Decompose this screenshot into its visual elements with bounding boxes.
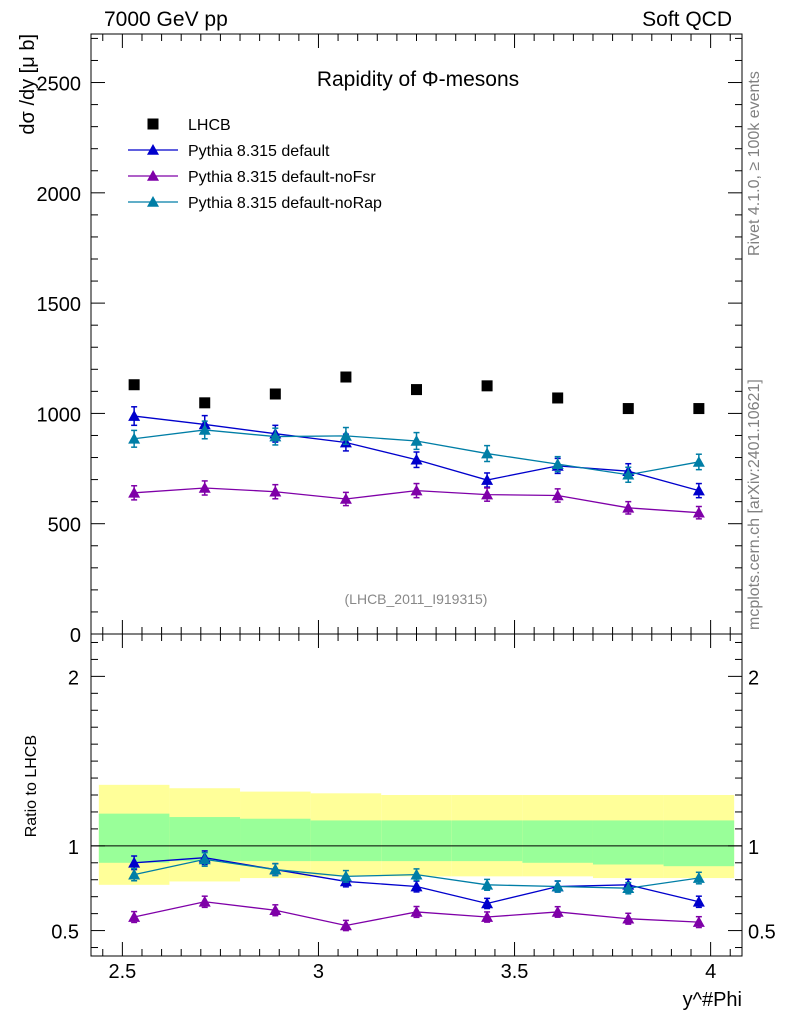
- data-point-pythia-8-315-default-nofsr: [692, 916, 705, 927]
- data-point-pythia-8-315-default-norap: [481, 447, 494, 459]
- data-point-pythia-8-315-default: [692, 895, 705, 907]
- data-point-pythia-8-315-default: [128, 410, 141, 421]
- y-axis-label-top: dσ /dy [μ b]: [17, 34, 39, 135]
- data-point-pythia-8-315-default-norap: [692, 872, 705, 883]
- uncertainty-band-green: [240, 818, 311, 862]
- data-point-pythia-8-315-default-nofsr: [692, 506, 705, 518]
- data-point-lhcb: [199, 397, 211, 409]
- data-point-pythia-8-315-default-nofsr: [481, 911, 494, 922]
- y-tick-label: 0: [70, 625, 81, 647]
- data-point-pythia-8-315-default-nofsr: [339, 919, 352, 931]
- y-axis-label-bottom: Ratio to LHCB: [23, 735, 40, 837]
- y-tick-label: 0.5: [51, 922, 79, 944]
- y-tick-label-right: 2: [748, 667, 759, 689]
- uncertainty-band-green: [522, 820, 593, 863]
- analysis-id: (LHCB_2011_I919315): [345, 591, 488, 607]
- data-point-lhcb: [269, 388, 281, 400]
- data-point-lhcb: [128, 379, 140, 391]
- y-tick-label: 2: [68, 667, 79, 689]
- x-tick-label: 3.5: [501, 961, 529, 983]
- data-point-pythia-8-315-default-nofsr: [410, 905, 423, 917]
- data-point-pythia-8-315-default: [410, 453, 423, 465]
- y-tick-label-right: 1: [748, 837, 759, 859]
- uncertainty-band-green: [451, 820, 523, 862]
- data-point-pythia-8-315-default-norap: [551, 458, 564, 469]
- mcplots-label: mcplots.cern.ch [arXiv:2401.10621]: [746, 379, 763, 630]
- x-tick-label: 2.5: [108, 961, 136, 983]
- legend-label: Pythia 8.315 default-noRap: [188, 195, 382, 212]
- data-point-pythia-8-315-default: [481, 474, 494, 485]
- uncertainty-band-green: [310, 820, 382, 862]
- legend-label: LHCB: [188, 117, 231, 134]
- data-point-lhcb: [340, 371, 352, 383]
- data-point-pythia-8-315-default-nofsr: [622, 501, 635, 513]
- x-axis-label: y^#Phi: [683, 989, 742, 1011]
- data-point-lhcb: [552, 392, 564, 404]
- data-point-lhcb: [622, 403, 634, 415]
- data-point-pythia-8-315-default-norap: [622, 882, 635, 894]
- data-point-pythia-8-315-default-nofsr: [269, 485, 282, 497]
- y-tick-label: 1: [68, 837, 79, 859]
- data-point-lhcb: [481, 380, 493, 392]
- data-point-pythia-8-315-default-norap: [128, 432, 141, 444]
- data-point-pythia-8-315-default-norap: [128, 868, 141, 880]
- data-point-pythia-8-315-default-nofsr: [128, 486, 141, 498]
- uncertainty-band-green: [98, 813, 170, 863]
- data-point-pythia-8-315-default: [128, 856, 141, 868]
- header-left: 7000 GeV pp: [104, 8, 228, 31]
- rivet-label: Rivet 4.1.0, ≥ 100k events: [746, 71, 763, 256]
- legend-label: Pythia 8.315 default: [188, 143, 330, 160]
- x-tick-label: 3: [313, 961, 324, 983]
- header-right: Soft QCD: [642, 8, 732, 31]
- y-tick-label: 500: [48, 515, 81, 537]
- data-point-pythia-8-315-default-norap: [339, 429, 352, 441]
- data-point-pythia-8-315-default-norap: [622, 468, 635, 480]
- data-point-pythia-8-315-default-nofsr: [198, 895, 211, 907]
- data-point-pythia-8-315-default-norap: [269, 430, 282, 442]
- data-point-pythia-8-315-default-norap: [551, 880, 564, 892]
- legend-marker: [147, 196, 159, 207]
- data-point-pythia-8-315-default-norap: [481, 878, 494, 890]
- data-point-lhcb: [411, 384, 422, 396]
- data-point-pythia-8-315-default-norap: [410, 434, 423, 446]
- uncertainty-band-green: [381, 820, 452, 862]
- y-tick-label-right: 0.5: [748, 922, 776, 944]
- legend-marker: [147, 118, 159, 130]
- data-point-pythia-8-315-default-nofsr: [198, 481, 211, 493]
- data-point-pythia-8-315-default-nofsr: [128, 911, 141, 922]
- legend-marker: [147, 170, 159, 181]
- data-point-pythia-8-315-default-norap: [198, 853, 211, 865]
- legend-label: Pythia 8.315 default-noFsr: [188, 169, 376, 186]
- data-point-pythia-8-315-default-nofsr: [551, 489, 564, 501]
- data-point-pythia-8-315-default-norap: [410, 868, 423, 880]
- y-tick-label: 2000: [37, 184, 82, 206]
- data-point-pythia-8-315-default-norap: [198, 423, 211, 435]
- data-point-pythia-8-315-default-nofsr: [551, 905, 564, 917]
- y-tick-label: 2500: [37, 74, 82, 96]
- y-tick-label: 1000: [37, 404, 82, 426]
- data-point-pythia-8-315-default: [481, 897, 494, 909]
- data-point-pythia-8-315-default-nofsr: [481, 488, 494, 500]
- x-tick-label: 4: [705, 961, 716, 983]
- data-point-pythia-8-315-default: [410, 880, 423, 892]
- data-point-pythia-8-315-default-norap: [269, 863, 282, 875]
- data-point-lhcb: [693, 403, 705, 415]
- data-point-pythia-8-315-default-norap: [339, 870, 352, 882]
- chart-title: Rapidity of Φ-mesons: [317, 68, 519, 91]
- data-point-pythia-8-315-default-norap: [692, 455, 705, 467]
- data-point-pythia-8-315-default-nofsr: [269, 904, 282, 916]
- data-point-pythia-8-315-default: [692, 484, 705, 496]
- legend-marker: [147, 144, 159, 155]
- data-point-pythia-8-315-default-nofsr: [339, 493, 352, 504]
- uncertainty-band-green: [592, 820, 664, 865]
- uncertainty-band-green: [663, 820, 735, 867]
- y-tick-label: 1500: [37, 294, 82, 316]
- data-point-pythia-8-315-default-nofsr: [410, 484, 423, 496]
- data-point-pythia-8-315-default-nofsr: [622, 912, 635, 924]
